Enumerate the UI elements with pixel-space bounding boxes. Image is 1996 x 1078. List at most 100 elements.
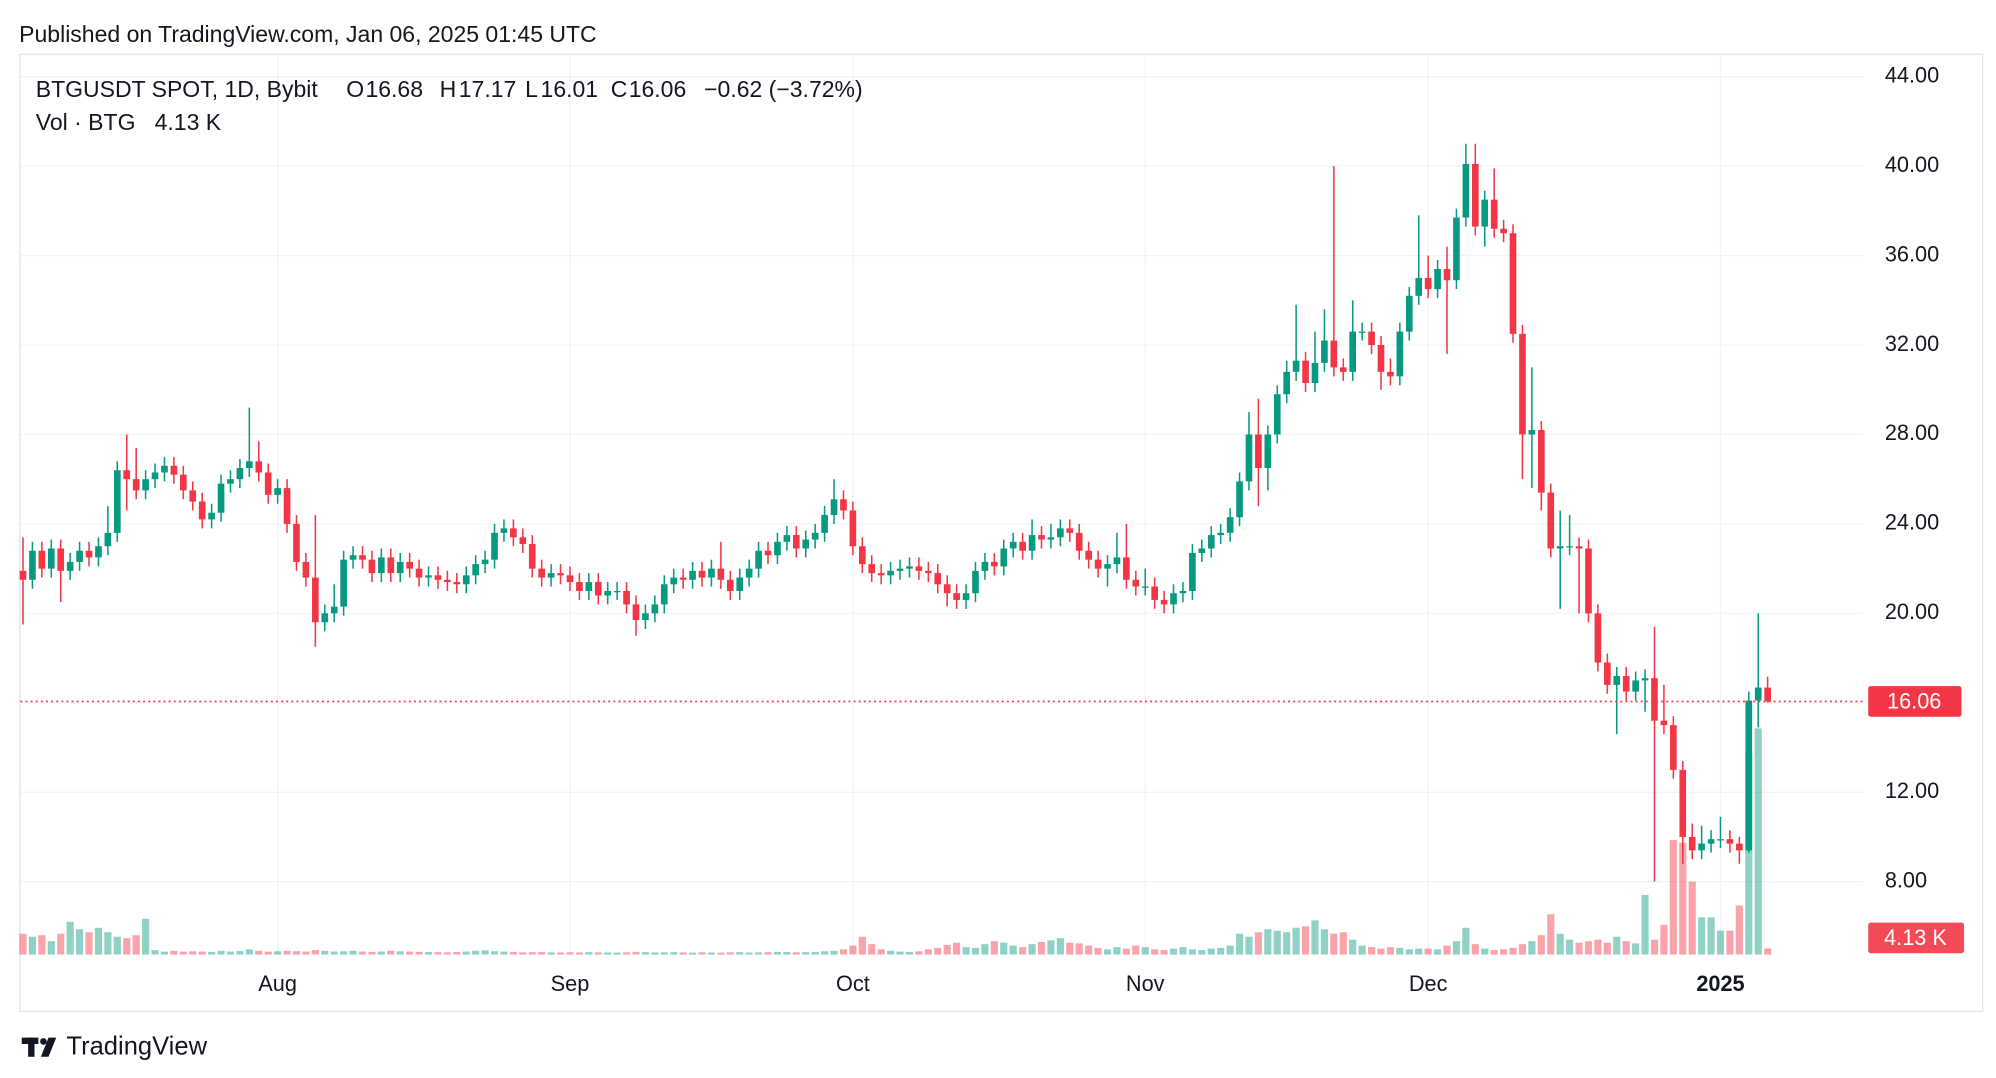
candle-body [255,461,263,473]
candle-body [1434,268,1441,290]
volume-bar [113,936,121,955]
volume-bar [358,951,367,955]
volume-bar [1679,842,1687,955]
candle-body [1292,360,1300,372]
volume-bar [1726,930,1734,955]
volume-bar [160,951,169,955]
volume-bar [1490,950,1498,955]
candle-body [359,555,366,560]
candle-body [613,590,621,593]
volume-bar [717,952,725,955]
volume-bar [189,951,197,955]
volume-bar [1273,930,1281,955]
y-tick-label: 32.00 [1885,331,1939,356]
volume-bar [1462,927,1470,955]
candle-body [1217,532,1225,536]
volume-pane [19,728,1772,955]
volume-bar [76,929,84,955]
volume-bar [1424,948,1432,955]
volume-bar [453,952,461,955]
candle-body [783,535,791,542]
candle-body [302,561,310,578]
candle-body [462,575,470,585]
candle-body [1198,548,1206,553]
volume-bar [1141,947,1149,955]
volume-bar [1745,753,1753,955]
candle-body [642,613,649,621]
candle-body [1000,548,1008,567]
candle-body [1585,548,1592,614]
x-tick-label: Oct [836,971,870,996]
volume-bar [971,947,980,955]
candle-body [604,590,612,596]
volume-bar [85,932,93,955]
volume-bar [773,951,782,955]
volume-bar [802,952,810,955]
candle-body [915,566,923,571]
volume-bar [236,951,244,955]
candle-body [670,577,678,585]
volume-bar [1019,947,1027,955]
candle-body [698,570,706,578]
candle-body [1613,675,1621,685]
candle-body [444,579,451,583]
volume-bar [783,952,791,955]
candle-body [1405,295,1413,332]
candle-body [1726,839,1734,844]
volume-bar [1226,945,1234,955]
ohlc-value: 17.17 [459,76,517,102]
candle-body [566,575,574,583]
candle-body [387,557,395,574]
volume-bar [1037,941,1046,955]
volume-bar [1415,948,1423,955]
candle-body [1019,541,1026,551]
volume-bar [1217,947,1225,955]
candle-body [1481,199,1489,227]
candle-body [170,465,178,475]
candle-body [736,577,744,591]
candle-body [1556,546,1564,549]
volume-bar [660,952,668,955]
candle-body [1104,564,1111,569]
candle-body [1679,769,1687,837]
volume-bar [1500,949,1508,955]
volume-bar [1396,947,1404,955]
volume-bar [481,950,489,955]
volume-bar [142,918,150,955]
volume-bar [953,942,961,955]
ohlc-value: 16.01 [541,76,599,102]
brand-logo [21,1037,57,1057]
candle-body [472,564,479,576]
candle-body [378,557,385,574]
volume-bar [1103,949,1112,955]
candle-body [1670,725,1677,770]
candle-body [29,550,36,580]
candle-body [1066,528,1074,533]
candle-body [792,535,800,549]
candle-body [1330,340,1338,368]
candle-body [1754,687,1762,701]
candle-body [1377,345,1385,372]
candle-body [1566,546,1573,548]
candle-body [1736,843,1743,851]
candle-body [1047,537,1055,540]
volume-bar [698,952,706,955]
x-tick-label: Dec [1409,971,1448,996]
candle-body [943,584,951,594]
candle-body [1594,613,1602,663]
candle-body [491,532,498,560]
volume-bar [585,952,593,955]
candle-body [717,568,725,580]
volume-bar [1518,944,1527,955]
volume-bar [830,950,838,955]
volume-bar [57,933,65,955]
volume-bar [396,951,404,955]
volume-bar [1594,939,1602,955]
volume-bar [641,952,649,955]
volume-bar [283,950,291,955]
candle-body [1273,394,1281,435]
candle-body [528,544,536,569]
volume-bar [1698,917,1706,955]
volume-bar [632,951,640,955]
volume-bar [264,951,272,955]
